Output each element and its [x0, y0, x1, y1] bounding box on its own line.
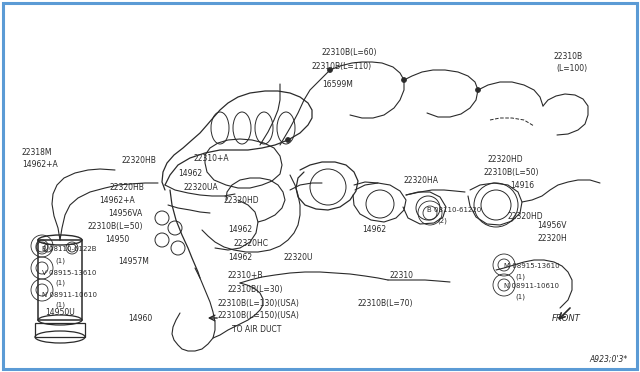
Text: 14962: 14962	[228, 225, 252, 234]
Text: 22320H: 22320H	[538, 234, 568, 243]
Text: 14962+A: 14962+A	[99, 196, 135, 205]
Text: 22320U: 22320U	[283, 253, 312, 262]
Text: 22310B(L=30): 22310B(L=30)	[227, 285, 282, 294]
Circle shape	[401, 77, 406, 83]
Text: 22320HD: 22320HD	[224, 196, 260, 205]
Bar	[35, 323, 85, 337]
Text: 14916: 14916	[510, 181, 534, 190]
Text: (L=100): (L=100)	[556, 64, 587, 73]
Text: (1): (1)	[55, 302, 65, 308]
Circle shape	[476, 87, 481, 93]
Text: 14950U: 14950U	[45, 308, 75, 317]
Text: (1): (1)	[515, 294, 525, 301]
Text: 22320HC: 22320HC	[234, 239, 269, 248]
Text: FRONT: FRONT	[552, 314, 580, 323]
Text: 22310+B: 22310+B	[227, 271, 262, 280]
Text: B 08110-61220: B 08110-61220	[427, 207, 481, 213]
Text: 14956VA: 14956VA	[108, 209, 142, 218]
Text: (1): (1)	[515, 274, 525, 280]
Text: 22310B: 22310B	[554, 52, 583, 61]
Text: 14956V: 14956V	[537, 221, 566, 230]
Bar	[38, 240, 82, 320]
Text: 14962: 14962	[228, 253, 252, 262]
Circle shape	[285, 138, 291, 142]
Text: 16599M: 16599M	[322, 80, 353, 89]
Text: 14957M: 14957M	[118, 257, 149, 266]
Text: 14962: 14962	[178, 169, 202, 178]
Text: 22310B(L=50): 22310B(L=50)	[484, 168, 540, 177]
Text: 14962: 14962	[362, 225, 386, 234]
Text: N 08911-10610: N 08911-10610	[42, 292, 97, 298]
Text: 22310B(L=50): 22310B(L=50)	[88, 222, 143, 231]
Text: 22320UA: 22320UA	[183, 183, 218, 192]
Text: N 08911-10610: N 08911-10610	[504, 283, 559, 289]
Text: 14960: 14960	[128, 314, 152, 323]
Text: V 08915-13610: V 08915-13610	[42, 270, 97, 276]
Text: 22310B(L=150)(USA): 22310B(L=150)(USA)	[218, 311, 300, 320]
Text: (1): (1)	[55, 280, 65, 286]
Text: TO AIR DUCT: TO AIR DUCT	[232, 325, 282, 334]
Text: 22320HB: 22320HB	[110, 183, 145, 192]
Text: 22320HD: 22320HD	[507, 212, 543, 221]
Text: 22320HB: 22320HB	[122, 156, 157, 165]
Text: 22310B(L=110): 22310B(L=110)	[312, 62, 372, 71]
Text: 22310+A: 22310+A	[193, 154, 228, 163]
Text: 22310B(L=130)(USA): 22310B(L=130)(USA)	[218, 299, 300, 308]
Text: (2): (2)	[437, 218, 447, 224]
Text: 14962+A: 14962+A	[22, 160, 58, 169]
Text: 14950: 14950	[105, 235, 129, 244]
Text: B 08110-6122B: B 08110-6122B	[42, 246, 97, 252]
Text: 22310B(L=70): 22310B(L=70)	[357, 299, 413, 308]
Text: A923;0'3*: A923;0'3*	[589, 355, 628, 364]
Text: M 08915-13610: M 08915-13610	[504, 263, 559, 269]
Circle shape	[328, 67, 333, 73]
Text: 22310B(L=60): 22310B(L=60)	[322, 48, 378, 57]
Text: 22320HD: 22320HD	[487, 155, 523, 164]
Text: 22318M: 22318M	[22, 148, 52, 157]
Text: (1): (1)	[55, 257, 65, 263]
Text: 22320HA: 22320HA	[404, 176, 439, 185]
Text: 22310: 22310	[389, 271, 413, 280]
